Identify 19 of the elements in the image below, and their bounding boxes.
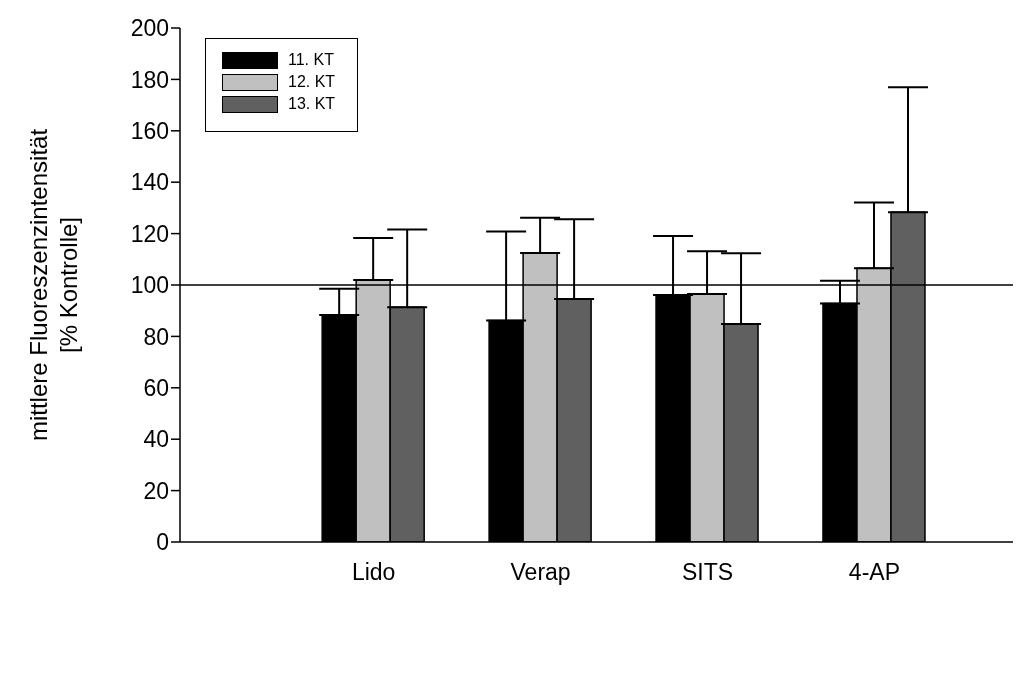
x-tick-label: Verap	[510, 559, 571, 586]
x-tick-label: Lido	[351, 559, 396, 586]
legend-label: 13. KT	[288, 95, 336, 113]
y-tick-label: 120	[130, 220, 169, 247]
y-tick-label: 200	[130, 15, 169, 42]
x-tick-label: 4-AP	[848, 559, 901, 586]
y-tick-label: 160	[130, 117, 169, 144]
y-tick-label: 100	[130, 272, 169, 299]
y-tick-label: 140	[130, 169, 169, 196]
legend-label: 12. KT	[288, 73, 336, 91]
y-tick-label: 20	[143, 477, 169, 504]
y-tick-label: 0	[156, 529, 169, 556]
y-tick-label: 180	[130, 66, 169, 93]
y-tick-label: 60	[143, 374, 169, 401]
y-axis-title: mittlere Fluoreszenzintensität [% Kontrolle]	[25, 128, 82, 442]
y-tick-label: 40	[143, 426, 169, 453]
y-tick-label: 80	[143, 323, 169, 350]
legend-label: 11. KT	[288, 51, 334, 69]
x-tick-label: SITS	[681, 559, 734, 586]
